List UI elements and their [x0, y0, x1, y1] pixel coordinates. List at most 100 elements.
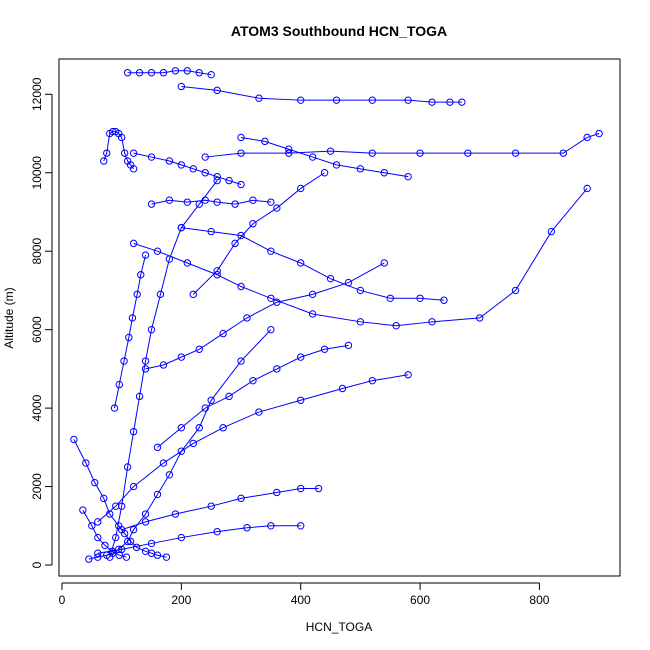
- y-tick-label: 10000: [30, 156, 44, 190]
- data-point: [476, 314, 484, 322]
- data-point: [213, 176, 221, 185]
- data-point: [141, 251, 150, 259]
- data-point: [249, 196, 257, 204]
- data-point: [213, 527, 221, 536]
- data-point: [297, 96, 305, 104]
- data-point: [153, 551, 162, 559]
- series-line: [109, 180, 218, 558]
- data-point: [428, 98, 436, 106]
- data-point: [261, 137, 269, 146]
- data-point: [297, 484, 305, 493]
- y-axis-label: Altitude (m): [2, 287, 16, 348]
- data-series: [110, 251, 150, 412]
- data-point: [177, 161, 186, 169]
- data-point: [583, 184, 591, 193]
- data-point: [559, 149, 568, 157]
- data-point: [100, 494, 108, 503]
- data-point: [219, 329, 227, 338]
- data-point: [135, 392, 144, 401]
- data-point: [159, 69, 168, 77]
- data-point: [297, 396, 305, 404]
- data-point: [120, 357, 128, 365]
- data-point: [267, 325, 275, 334]
- data-point: [122, 553, 131, 561]
- data-point: [128, 314, 137, 322]
- y-tick-label: 12000: [30, 77, 44, 111]
- data-point: [344, 341, 353, 350]
- data-point: [308, 153, 317, 161]
- data-point: [201, 196, 209, 204]
- data-point: [231, 200, 239, 208]
- x-tick-label: 400: [291, 593, 311, 607]
- data-point: [129, 165, 138, 173]
- y-axis: 0 2000 4000 6000 8000 10000 12000: [30, 77, 53, 568]
- data-point: [183, 198, 192, 206]
- x-tick-label: 600: [410, 593, 430, 607]
- data-point: [267, 198, 275, 206]
- data-point: [237, 180, 245, 189]
- data-point: [177, 82, 186, 91]
- data-point: [231, 239, 239, 248]
- data-series: [177, 223, 448, 304]
- data-point: [147, 325, 156, 334]
- data-point: [297, 522, 305, 530]
- data-point: [404, 96, 412, 104]
- data-point: [94, 553, 102, 561]
- series-line: [121, 488, 319, 531]
- data-series: [85, 325, 275, 563]
- data-point: [338, 384, 347, 393]
- series-line: [82, 509, 127, 558]
- x-axis-label: HCN_TOGA: [306, 620, 372, 634]
- data-point: [440, 296, 448, 304]
- data-point: [380, 259, 388, 267]
- data-point: [356, 318, 365, 326]
- data-point: [195, 424, 203, 432]
- data-point: [183, 259, 192, 267]
- series-line: [97, 374, 409, 523]
- data-point: [595, 129, 603, 138]
- data-point: [243, 314, 251, 322]
- data-series: [94, 522, 305, 557]
- data-series: [123, 67, 215, 79]
- data-point: [267, 247, 275, 255]
- data-point: [123, 69, 132, 77]
- data-point: [285, 149, 293, 157]
- data-point: [177, 353, 186, 361]
- series-line: [73, 439, 167, 558]
- data-point: [91, 478, 99, 487]
- data-point: [195, 69, 203, 77]
- data-point: [137, 271, 145, 279]
- data-point: [94, 518, 102, 526]
- series-line: [157, 344, 349, 448]
- data-point: [237, 494, 245, 503]
- data-point: [237, 282, 245, 291]
- data-series: [100, 127, 138, 173]
- data-point: [165, 196, 174, 204]
- series-line: [133, 188, 588, 327]
- data-point: [120, 149, 129, 157]
- data-series: [129, 184, 591, 330]
- data-point: [189, 439, 197, 448]
- series-line: [181, 227, 444, 301]
- data-point: [100, 157, 108, 165]
- x-tick-label: 0: [59, 593, 66, 607]
- data-point: [207, 70, 215, 79]
- data-point: [237, 133, 245, 142]
- data-point: [237, 149, 245, 157]
- data-point: [141, 510, 150, 518]
- data-series: [189, 169, 329, 299]
- data-point: [147, 539, 156, 548]
- data-point: [386, 294, 394, 302]
- data-point: [201, 169, 209, 177]
- series-line: [205, 133, 600, 158]
- data-point: [249, 376, 257, 385]
- data-point: [380, 169, 388, 177]
- data-series: [153, 341, 353, 452]
- data-point: [177, 223, 186, 232]
- data-point: [115, 551, 123, 559]
- data-point: [356, 286, 365, 295]
- data-point: [111, 502, 120, 510]
- data-point: [273, 488, 281, 497]
- data-point: [511, 149, 520, 157]
- data-point: [416, 294, 424, 302]
